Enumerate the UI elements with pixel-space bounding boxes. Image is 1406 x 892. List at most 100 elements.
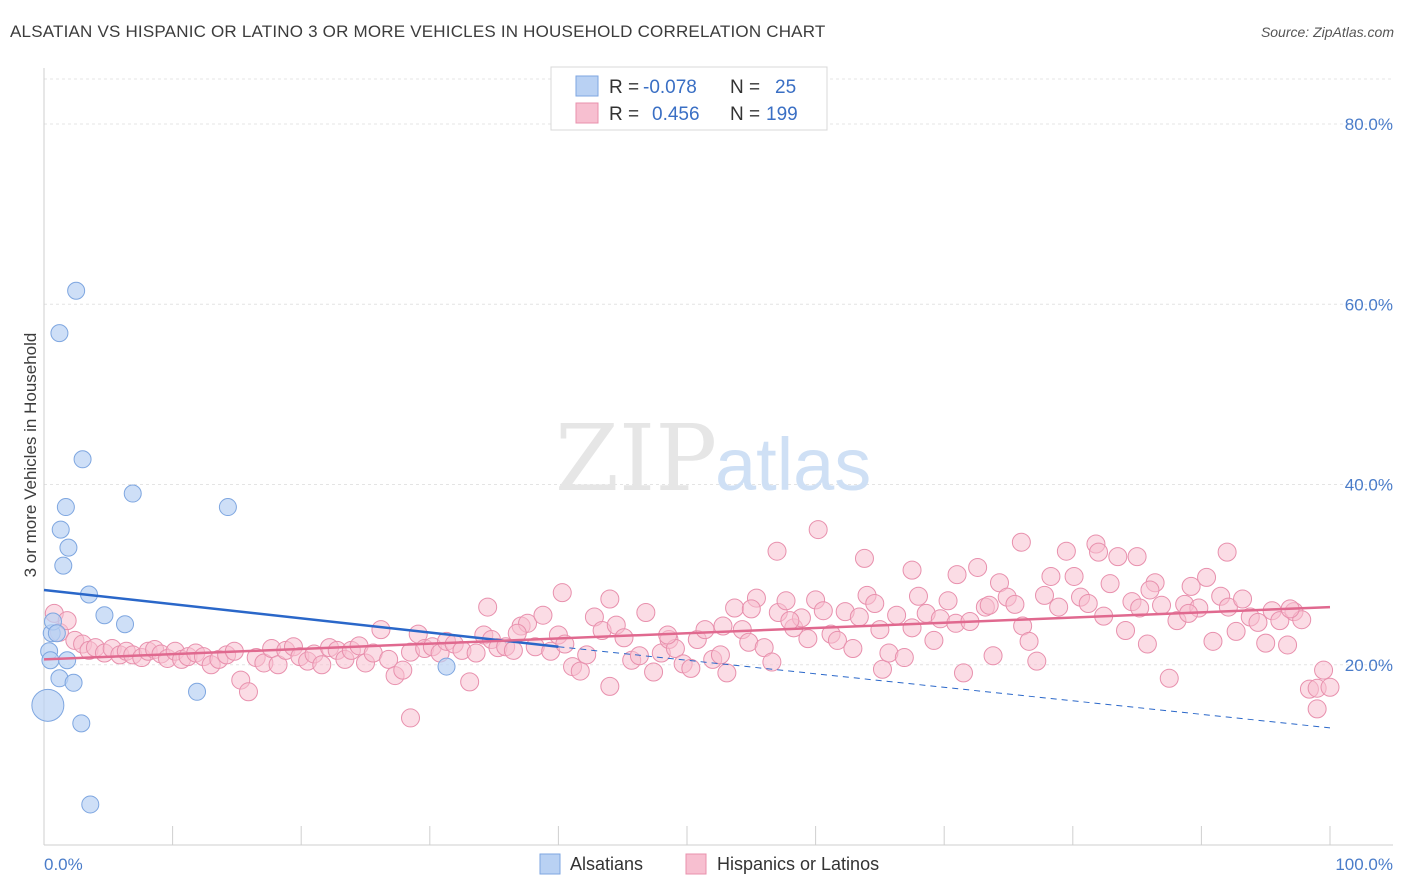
point-alsatians-23	[437, 657, 456, 676]
point-hispanics-112	[865, 593, 885, 613]
y-tick-label-40: 40.0%	[1345, 476, 1393, 495]
legend-r-value-1: 0.456	[652, 104, 700, 125]
point-hispanics-189	[854, 548, 874, 568]
series-alsatians	[31, 281, 456, 814]
point-hispanics-126	[968, 557, 988, 577]
point-hispanics-176	[808, 520, 828, 540]
legend: R = -0.078 N = 25 R = 0.456 N = 199	[550, 66, 828, 131]
point-alsatians-6	[51, 520, 70, 539]
legend-n-label-1: N =	[730, 104, 760, 125]
y-tick-label-60: 60.0%	[1345, 295, 1393, 314]
point-hispanics-197	[979, 595, 999, 615]
point-hispanics-148	[1130, 598, 1150, 618]
point-hispanics-92	[717, 663, 737, 683]
x-tick-label-1: 100.0%	[1335, 855, 1393, 874]
point-hispanics-122	[938, 591, 958, 611]
point-hispanics-115	[887, 605, 907, 625]
legend-n-value-1: 199	[766, 104, 798, 125]
bottom-legend-swatch-pink	[685, 853, 707, 875]
point-alsatians-14	[72, 714, 91, 733]
point-hispanics-134	[1027, 651, 1047, 671]
point-hispanics-158	[1203, 631, 1223, 651]
watermark-atlas: atlas	[715, 423, 871, 506]
point-hispanics-91	[710, 645, 730, 665]
point-hispanics-162	[1233, 589, 1253, 609]
point-alsatians-7	[54, 556, 73, 575]
watermark: ZIP atlas	[555, 405, 871, 512]
point-hispanics-157	[1197, 567, 1217, 587]
point-hispanics-145	[1108, 547, 1128, 567]
bottom-legend-label-0: Alsatians	[570, 854, 643, 874]
point-hispanics-135	[1035, 585, 1055, 605]
chart-title: ALSATIAN VS HISPANIC OR LATINO 3 OR MORE…	[10, 22, 826, 41]
point-hispanics-131	[1005, 594, 1025, 614]
point-hispanics-45	[371, 620, 391, 640]
point-hispanics-58	[466, 643, 486, 663]
point-hispanics-128	[983, 646, 1003, 666]
series-hispanics	[44, 520, 1340, 728]
point-alsatians-12	[64, 673, 83, 692]
point-hispanics-113	[872, 659, 892, 679]
point-hispanics-149	[1137, 634, 1157, 654]
bottom-legend-label-1: Hispanics or Latinos	[717, 854, 879, 874]
point-hispanics-179	[767, 541, 787, 561]
point-hispanics-196	[870, 620, 890, 640]
point-hispanics-177	[1089, 542, 1109, 562]
point-hispanics-165	[1256, 633, 1276, 653]
point-hispanics-124	[953, 663, 973, 683]
point-hispanics-195	[780, 611, 800, 631]
y-axis-title: 3 or more Vehicles in Household	[21, 333, 40, 578]
point-hispanics-37	[312, 655, 332, 675]
point-hispanics-137	[1049, 597, 1069, 617]
point-alsatians-5	[50, 324, 69, 343]
point-hispanics-185	[600, 589, 620, 609]
legend-n-value-0: 25	[775, 77, 796, 98]
point-hispanics-98	[762, 652, 782, 672]
legend-n-label-0: N =	[730, 77, 760, 98]
y-tick-labels: 20.0% 40.0% 60.0% 80.0%	[1345, 115, 1393, 675]
point-hispanics-146	[1116, 621, 1136, 641]
point-hispanics-183	[1217, 542, 1237, 562]
point-hispanics-161	[1226, 621, 1246, 641]
point-alsatians-13	[67, 281, 86, 300]
trend-alsatians	[43, 588, 559, 648]
point-hispanics-178	[1011, 532, 1031, 552]
point-hispanics-144	[1100, 574, 1120, 594]
bottom-legend-swatch-blue	[539, 853, 561, 875]
point-hispanics-72	[570, 661, 590, 681]
point-hispanics-63	[503, 640, 523, 660]
point-hispanics-173	[1314, 660, 1334, 680]
point-alsatians-10	[58, 651, 77, 670]
watermark-zip: ZIP	[555, 405, 717, 512]
point-alsatians-21	[188, 682, 207, 701]
point-hispanics-107	[827, 630, 847, 650]
point-alsatians-17	[81, 795, 100, 814]
point-hispanics-78	[614, 628, 634, 648]
point-hispanics-120	[924, 630, 944, 650]
point-hispanics-136	[1041, 566, 1061, 586]
point-alsatians-24	[47, 624, 66, 643]
point-alsatians-20	[123, 484, 142, 503]
point-hispanics-198	[1140, 580, 1160, 600]
point-hispanics-67	[533, 605, 553, 625]
point-hispanics-117	[902, 618, 922, 638]
legend-swatch-blue	[575, 75, 599, 97]
point-hispanics-181	[947, 565, 967, 585]
point-hispanics-192	[478, 597, 498, 617]
point-hispanics-194	[741, 599, 761, 619]
legend-r-label-1: R =	[609, 104, 639, 125]
point-hispanics-116	[894, 648, 914, 668]
point-hispanics-164	[1248, 612, 1268, 632]
point-hispanics-180	[902, 560, 922, 580]
point-alsatians-18	[95, 606, 114, 625]
point-hispanics-168	[1278, 635, 1298, 655]
point-hispanics-89	[695, 620, 715, 640]
point-hispanics-139	[1064, 566, 1084, 586]
point-hispanics-73	[577, 645, 597, 665]
trend-hispanics	[43, 605, 1331, 661]
point-hispanics-152	[1159, 668, 1179, 688]
point-hispanics-93	[725, 598, 745, 618]
point-alsatians-22	[218, 498, 237, 517]
legend-r-value-0: -0.078	[643, 77, 697, 98]
